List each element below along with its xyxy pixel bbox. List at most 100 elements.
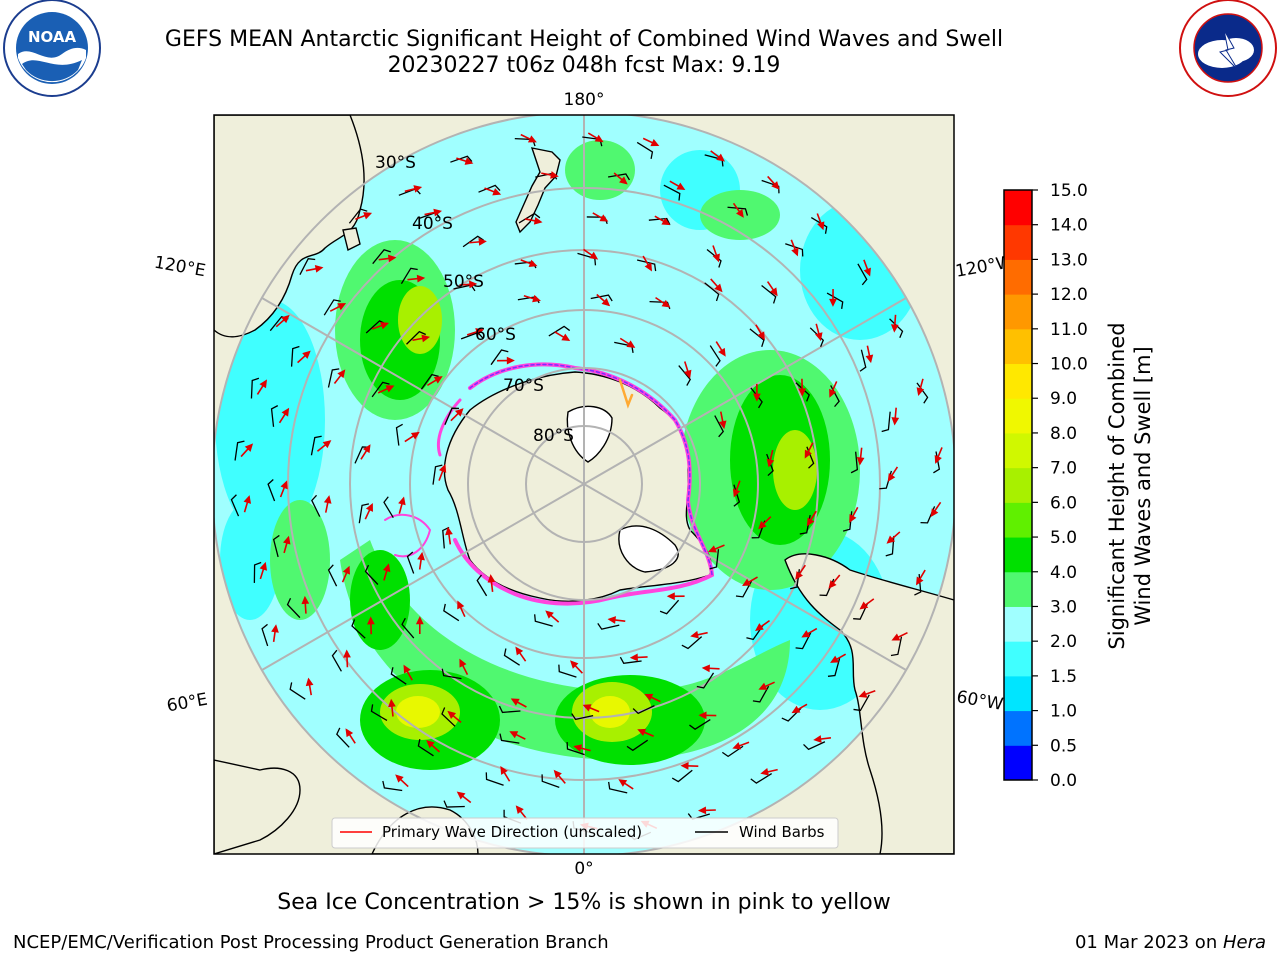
- wind-barb: [795, 382, 810, 402]
- wave-arrow-head: [506, 356, 515, 365]
- wind-barb: [608, 781, 628, 794]
- wind-barb: [881, 411, 891, 433]
- wave-arrow-head: [469, 280, 478, 289]
- wave-arrow-head: [795, 571, 803, 580]
- wind-barb: [267, 479, 276, 502]
- colorbar-segment: [1004, 571, 1032, 607]
- nws-logo-icon: [1179, 0, 1277, 97]
- wave-arrow-head: [916, 387, 925, 397]
- colorbar-segment: [1004, 710, 1032, 746]
- wave-arrow-head: [916, 576, 924, 586]
- wave-arrow-head: [804, 449, 812, 459]
- wave-arrow-head: [754, 623, 764, 632]
- wave-arrow-head: [487, 574, 496, 583]
- wind-barb: [761, 179, 780, 194]
- colorbar-tick-label: 6.0: [1050, 493, 1077, 513]
- wind-barb: [290, 345, 300, 367]
- wave-arrow-head: [421, 334, 431, 343]
- wave-arrow-head: [798, 388, 807, 397]
- colorbar-segment: [1004, 294, 1032, 330]
- wind-barb: [406, 551, 415, 574]
- wave-arrow-head: [388, 698, 396, 708]
- noaa-logo-icon: NOAA: [3, 0, 101, 97]
- wind-barb: [750, 387, 763, 409]
- wave-arrow-head: [815, 332, 823, 342]
- wave-arrow-head: [828, 580, 837, 589]
- wind-barb: [597, 623, 620, 630]
- colorbar-segment: [1004, 190, 1032, 226]
- wave-arrow-head: [367, 616, 375, 625]
- wave-arrow-head: [410, 431, 420, 440]
- wave-arrow-head: [594, 134, 604, 143]
- footer-date: 01 Mar 2023 on Hera: [1074, 932, 1266, 953]
- lat-label-60s: 60°S: [475, 325, 516, 345]
- wind-barb: [735, 580, 753, 598]
- wave-arrow-head: [801, 630, 811, 638]
- wind-barb: [795, 632, 812, 650]
- colorbar-segment: [1004, 745, 1032, 781]
- wave-arrow-head: [426, 740, 435, 749]
- wind-barb: [571, 713, 594, 721]
- wave-height-field: [215, 140, 920, 770]
- wave-arrow-head: [718, 347, 726, 357]
- wave-arrow-head: [456, 791, 466, 800]
- wave-arrow-head: [447, 710, 457, 720]
- wave-arrow-head: [753, 393, 761, 402]
- wind-barb: [830, 385, 840, 408]
- wave-arrow-head: [403, 664, 411, 674]
- wave-arrow-head: [280, 480, 288, 490]
- wave-arrow-head: [771, 181, 780, 190]
- wave-arrow-head: [890, 324, 899, 333]
- wave-arrow-head: [626, 340, 636, 348]
- lon-label-60w: 60°W: [955, 687, 1005, 715]
- wave-arrow-head: [385, 385, 395, 393]
- wave-arrow-head: [281, 407, 290, 417]
- legend-wind-barbs-label: Wind Barbs: [739, 823, 825, 841]
- wind-barb: [331, 649, 342, 672]
- wave-arrow-head: [758, 520, 767, 530]
- wave-arrow-head: [712, 253, 720, 263]
- wave-arrow-head: [509, 731, 519, 739]
- wind-barb: [889, 318, 904, 339]
- colorbar-tick-label: 5.0: [1050, 528, 1077, 548]
- wave-arrow-head: [732, 488, 741, 498]
- wave-arrow-head: [680, 762, 689, 770]
- wind-barb: [310, 435, 322, 456]
- wave-arrow-head: [387, 254, 397, 263]
- legend-wave-direction-label: Primary Wave Direction (unscaled): [382, 823, 642, 841]
- wave-arrow-head: [791, 247, 799, 257]
- wave-arrow-head: [769, 287, 778, 297]
- wind-barb: [681, 636, 703, 650]
- colorbar-segment: [1004, 224, 1032, 260]
- wind-barb: [853, 694, 870, 712]
- wave-arrow-head: [650, 139, 660, 147]
- wave-arrow-head: [416, 274, 426, 283]
- wave-arrow-head: [742, 578, 751, 586]
- wave-arrow-head: [271, 624, 279, 633]
- wave-arrow-head: [891, 417, 900, 426]
- colorbar-segment: [1004, 398, 1032, 434]
- wind-barb: [406, 330, 426, 345]
- wind-barb: [299, 258, 316, 275]
- wave-arrow-head: [758, 682, 768, 690]
- colorbar-tick-label: 11.0: [1050, 320, 1088, 340]
- wind-barb: [311, 494, 321, 517]
- wind-barb: [518, 212, 541, 224]
- wind-barb: [370, 704, 388, 722]
- map-frame: [213, 114, 955, 855]
- wave-arrow-head: [813, 735, 822, 743]
- wind-barb: [534, 614, 553, 627]
- wave-arrow-head: [573, 744, 583, 752]
- wind-barb: [857, 263, 868, 286]
- wind-barb: [709, 345, 721, 367]
- wind-barb: [619, 656, 642, 664]
- wave-arrow-head: [259, 561, 268, 571]
- wave-arrow-head: [732, 742, 742, 750]
- colorbar-tick-label: 10.0: [1050, 355, 1088, 375]
- map-title: GEFS MEAN Antarctic Significant Height o…: [164, 27, 1004, 52]
- wind-barb: [850, 451, 859, 474]
- wind-barb: [803, 741, 826, 751]
- colorbar-segment: [1004, 259, 1032, 295]
- wind-barb: [443, 800, 465, 808]
